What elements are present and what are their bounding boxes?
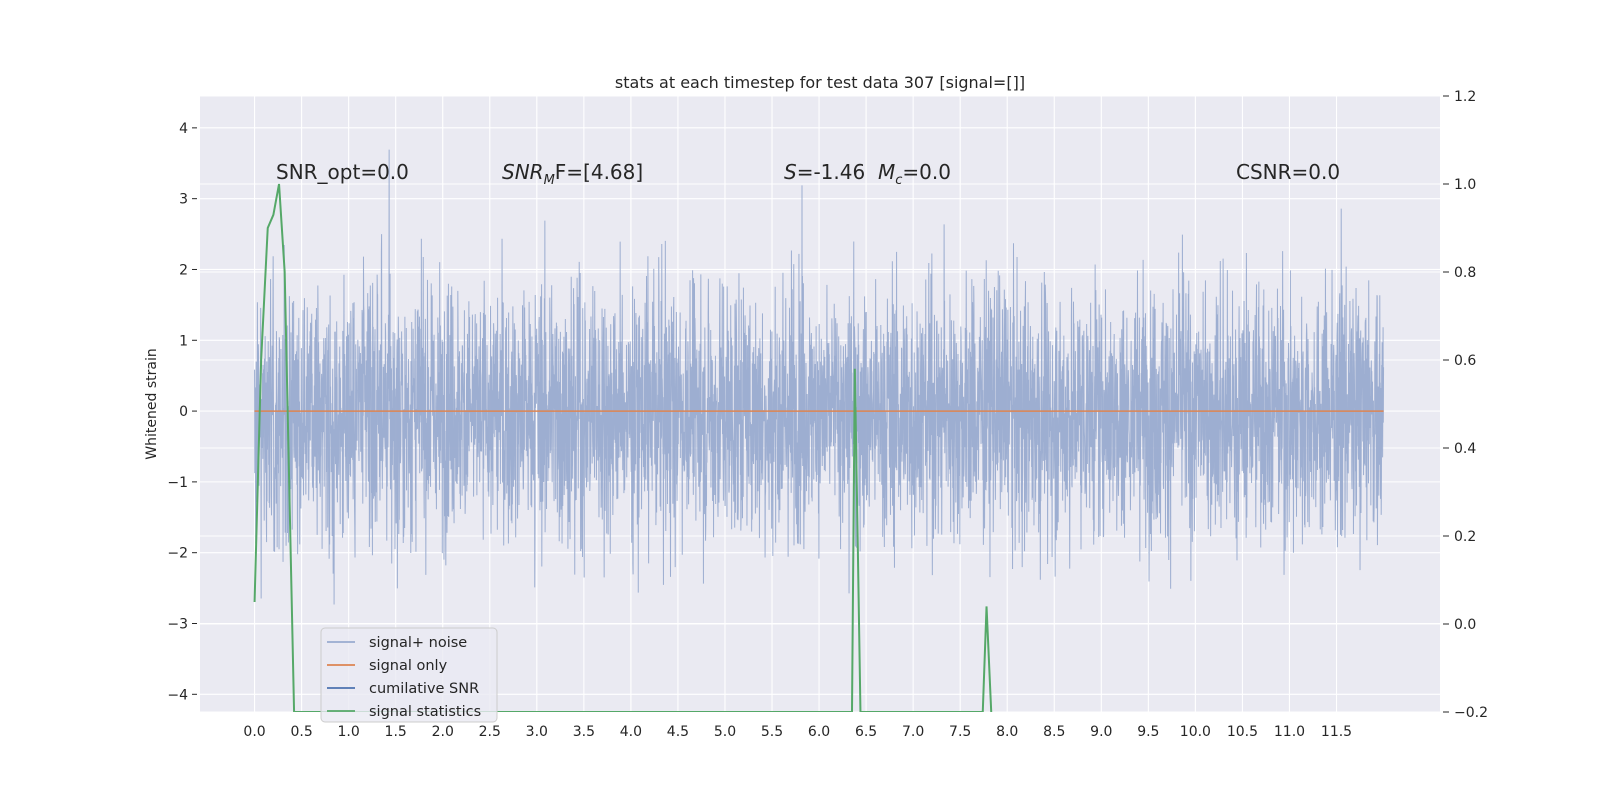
x-tick-label: 2.0 <box>432 724 454 740</box>
legend: signal+ noise signal only cumilative SNR si… <box>320 627 498 723</box>
y-tick-label: 2 <box>179 262 188 278</box>
x-tick-label: 8.5 <box>1043 724 1065 740</box>
series-signal-statistics <box>253 183 993 712</box>
y-tick-label: −4 <box>167 687 188 703</box>
y2-tick-label: 0.6 <box>1454 353 1476 369</box>
x-tick-label: 5.5 <box>761 724 783 740</box>
x-tick-label: 2.5 <box>479 724 501 740</box>
x-tick-label: 11.0 <box>1274 724 1305 740</box>
legend-label: cumilative SNR <box>369 681 479 697</box>
legend-label: signal+ noise <box>369 635 467 651</box>
y-tick-label: −1 <box>167 475 188 491</box>
y-tick-label: −3 <box>167 616 188 632</box>
x-tick-label: 3.0 <box>526 724 548 740</box>
y-tick-label: 3 <box>179 192 188 208</box>
series-layer <box>253 149 1385 712</box>
x-tick-label: 5.0 <box>714 724 736 740</box>
y2-tick-label: 0.0 <box>1454 617 1476 633</box>
x-tick-label: 1.0 <box>338 724 360 740</box>
annotation-s: S=-1.46 <box>784 160 865 184</box>
x-tick-label: 10.0 <box>1180 724 1211 740</box>
x-tick-label: 4.5 <box>667 724 689 740</box>
series-signal-noise <box>254 149 1385 605</box>
x-tick-label: 7.0 <box>902 724 924 740</box>
x-tick-label: 0.0 <box>243 724 265 740</box>
x-tick-label: 7.5 <box>949 724 971 740</box>
legend-box <box>320 627 498 723</box>
x-tick-label: 4.0 <box>620 724 642 740</box>
y-tick-label: 1 <box>179 333 188 349</box>
x-tick-label: 11.5 <box>1321 724 1352 740</box>
x-tick-label: 0.5 <box>290 724 312 740</box>
y2-tick-label: −0.2 <box>1454 705 1488 721</box>
y-tick-label: 4 <box>179 121 188 137</box>
legend-label: signal only <box>369 658 448 674</box>
chart-title: stats at each timestep for test data 307… <box>615 73 1025 92</box>
legend-label: signal statistics <box>369 704 481 720</box>
axes: 0.0 0.5 1.0 1.5 2.0 2.5 3.0 3.5 4.0 4.5 5.0 5.5 6.0 6… <box>167 89 1488 740</box>
y2-tick-label: 1.0 <box>1454 177 1476 193</box>
y2-tick-label: 0.4 <box>1454 441 1476 457</box>
x-tick-label: 3.5 <box>573 724 595 740</box>
x-tick-label: 10.5 <box>1227 724 1258 740</box>
y2-tick-label: 0.2 <box>1454 529 1476 545</box>
x-tick-label: 9.0 <box>1090 724 1112 740</box>
annotation-csnr: CSNR=0.0 <box>1236 160 1340 184</box>
annotations: SNR_opt=0.0 SNRMF=[4.68] S=-1.46 Mc=0.0 CSNR… <box>276 160 1340 188</box>
annotation-snr-opt: SNR_opt=0.0 <box>276 160 409 184</box>
x-tick-label: 1.5 <box>385 724 407 740</box>
x-tick-label: 8.0 <box>996 724 1018 740</box>
x-tick-label: 6.5 <box>855 724 877 740</box>
x-tick-label: 6.0 <box>808 724 830 740</box>
y-axis-label: Whitened strain <box>144 348 160 459</box>
y-tick-label: 0 <box>179 404 188 420</box>
y2-tick-label: 1.2 <box>1454 89 1476 105</box>
y2-tick-label: 0.8 <box>1454 265 1476 281</box>
annotation-mc: Mc=0.0 <box>878 160 951 188</box>
x-tick-label: 9.5 <box>1137 724 1159 740</box>
annotation-snr-mf: SNRMF=[4.68] <box>502 160 643 188</box>
y-tick-label: −2 <box>167 546 188 562</box>
